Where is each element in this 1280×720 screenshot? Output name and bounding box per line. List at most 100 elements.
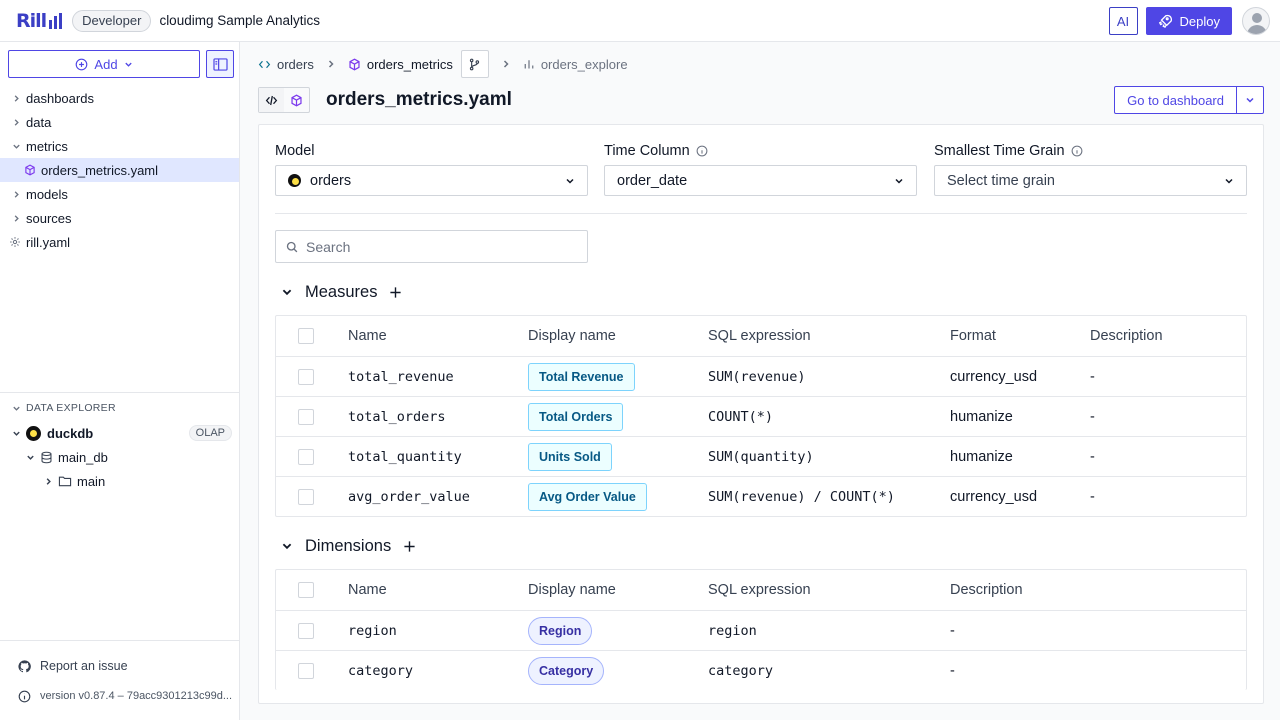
search-box [275, 230, 588, 263]
row-checkbox[interactable] [298, 449, 314, 465]
visual-view-toggle[interactable] [284, 88, 309, 112]
column-header: Format [950, 328, 996, 344]
table-row[interactable]: total_revenue Total Revenue SUM(revenue)… [276, 356, 1246, 396]
description-value: - [1090, 489, 1095, 505]
tree-folder-metrics[interactable]: metrics [0, 134, 239, 158]
time-column-value: order_date [617, 172, 688, 189]
code-view-toggle[interactable] [259, 88, 284, 112]
table-row[interactable]: region Region region - [276, 610, 1246, 650]
breadcrumb-metrics-label: orders_metrics [366, 56, 453, 72]
chevron-down-icon[interactable] [281, 540, 293, 552]
go-to-dashboard-group: Go to dashboard [1114, 86, 1264, 114]
info-icon[interactable] [696, 145, 708, 157]
time-grain-placeholder: Select time grain [947, 172, 1055, 189]
rill-logo[interactable]: Rill [16, 10, 63, 32]
row-checkbox[interactable] [298, 489, 314, 505]
branch-button[interactable] [460, 50, 489, 78]
table-row[interactable]: category Category category - [276, 650, 1246, 690]
description-value: - [950, 663, 955, 679]
display-name-pill: Category [528, 657, 605, 685]
time-column-select[interactable]: order_date [604, 165, 917, 196]
table-row[interactable]: total_quantity Units Sold SUM(quantity) … [276, 436, 1246, 476]
display-name-cell: Total Revenue [528, 357, 635, 397]
row-checkbox[interactable] [298, 369, 314, 385]
rocket-icon [1158, 14, 1172, 28]
chevron-down-icon[interactable] [281, 286, 293, 298]
user-avatar[interactable] [1242, 7, 1270, 35]
model-value: orders [310, 172, 352, 189]
environment-badge: Developer [72, 9, 152, 32]
add-label: Add [94, 56, 118, 72]
plus-circle-icon [76, 58, 88, 70]
chevron-down-icon [895, 178, 903, 184]
model-select[interactable]: orders [275, 165, 588, 196]
add-measure-icon[interactable] [389, 286, 402, 299]
time-column-label: Time Column [604, 143, 690, 159]
data-explorer: DATA EXPLORER duckdb OLAP main_db main [0, 392, 239, 493]
display-name-pill: Region [528, 617, 593, 645]
tree-folder-dashboards[interactable]: dashboards [0, 86, 239, 110]
format-value: currency_usd [950, 489, 1038, 505]
info-icon[interactable] [1071, 145, 1083, 157]
metrics-cube-icon [25, 164, 35, 176]
row-checkbox[interactable] [298, 623, 314, 639]
format-value: currency_usd [950, 369, 1038, 385]
sql-expression: category [708, 663, 774, 679]
metrics-editor-panel: Model orders Time Column order_date Smal… [258, 124, 1264, 704]
chevron-down-icon [10, 402, 22, 414]
column-header: SQL expression [708, 328, 811, 344]
tree-folder-models[interactable]: models [0, 182, 239, 206]
format-value: humanize [950, 449, 1013, 465]
measures-table: Name Display name SQL expression Format … [275, 315, 1247, 517]
display-name-cell: Avg Order Value [528, 477, 647, 517]
add-button[interactable]: Add [8, 50, 200, 78]
model-field: Model orders [275, 141, 588, 196]
chevron-down-icon [10, 140, 22, 152]
column-header: Name [348, 582, 387, 598]
chevron-down-icon [1225, 178, 1233, 184]
select-all-checkbox[interactable] [298, 328, 314, 344]
column-header: Description [950, 582, 1023, 598]
table-row[interactable]: total_orders Total Orders COUNT(*) human… [276, 396, 1246, 436]
database-main-db[interactable]: main_db [0, 445, 239, 469]
ai-button[interactable]: AI [1108, 7, 1138, 35]
sql-expression: SUM(revenue) [708, 369, 806, 385]
tree-folder-data[interactable]: data [0, 110, 239, 134]
row-checkbox[interactable] [298, 409, 314, 425]
measure-name: total_orders [348, 409, 446, 425]
file-tree: dashboards data metrics orders_metrics.y… [0, 86, 239, 254]
breadcrumb-metrics[interactable]: orders_metrics [348, 57, 453, 72]
connector-duckdb[interactable]: duckdb OLAP [0, 421, 239, 445]
deploy-button[interactable]: Deploy [1145, 7, 1232, 35]
description-value: - [1090, 369, 1095, 385]
tree-item-label: dashboards [26, 90, 94, 106]
schema-main[interactable]: main [0, 469, 239, 493]
add-dimension-icon[interactable] [403, 540, 416, 553]
select-all-checkbox[interactable] [298, 582, 314, 598]
dimensions-header: Dimensions [281, 534, 416, 558]
collapse-sidebar-button[interactable] [206, 50, 234, 78]
row-checkbox[interactable] [298, 663, 314, 679]
table-row[interactable]: avg_order_value Avg Order Value SUM(reve… [276, 476, 1246, 516]
go-to-dashboard-dropdown[interactable] [1237, 87, 1263, 113]
search-input[interactable] [306, 238, 566, 255]
column-header: Display name [528, 328, 616, 344]
breadcrumb-explore[interactable]: orders_explore [523, 57, 628, 72]
tree-file-rill-yaml[interactable]: rill.yaml [0, 230, 239, 254]
tree-item-label: sources [26, 210, 72, 226]
table-header-row: Name Display name SQL expression Format … [276, 316, 1246, 356]
go-to-dashboard-button[interactable]: Go to dashboard [1115, 87, 1237, 113]
data-explorer-header[interactable]: DATA EXPLORER [0, 395, 239, 421]
display-name-cell: Region [528, 611, 593, 651]
breadcrumb-model[interactable]: orders [258, 57, 314, 72]
measure-name: total_revenue [348, 369, 454, 385]
tree-file-orders-metrics[interactable]: orders_metrics.yaml [0, 158, 239, 182]
column-header: Name [348, 328, 387, 344]
page-title[interactable]: orders_metrics.yaml [326, 89, 512, 110]
report-issue-link[interactable]: Report an issue [0, 651, 239, 681]
time-grain-select[interactable]: Select time grain [934, 165, 1247, 196]
dimensions-title: Dimensions [305, 536, 392, 555]
chevron-right-icon [10, 188, 22, 200]
format-value: humanize [950, 409, 1013, 425]
tree-folder-sources[interactable]: sources [0, 206, 239, 230]
